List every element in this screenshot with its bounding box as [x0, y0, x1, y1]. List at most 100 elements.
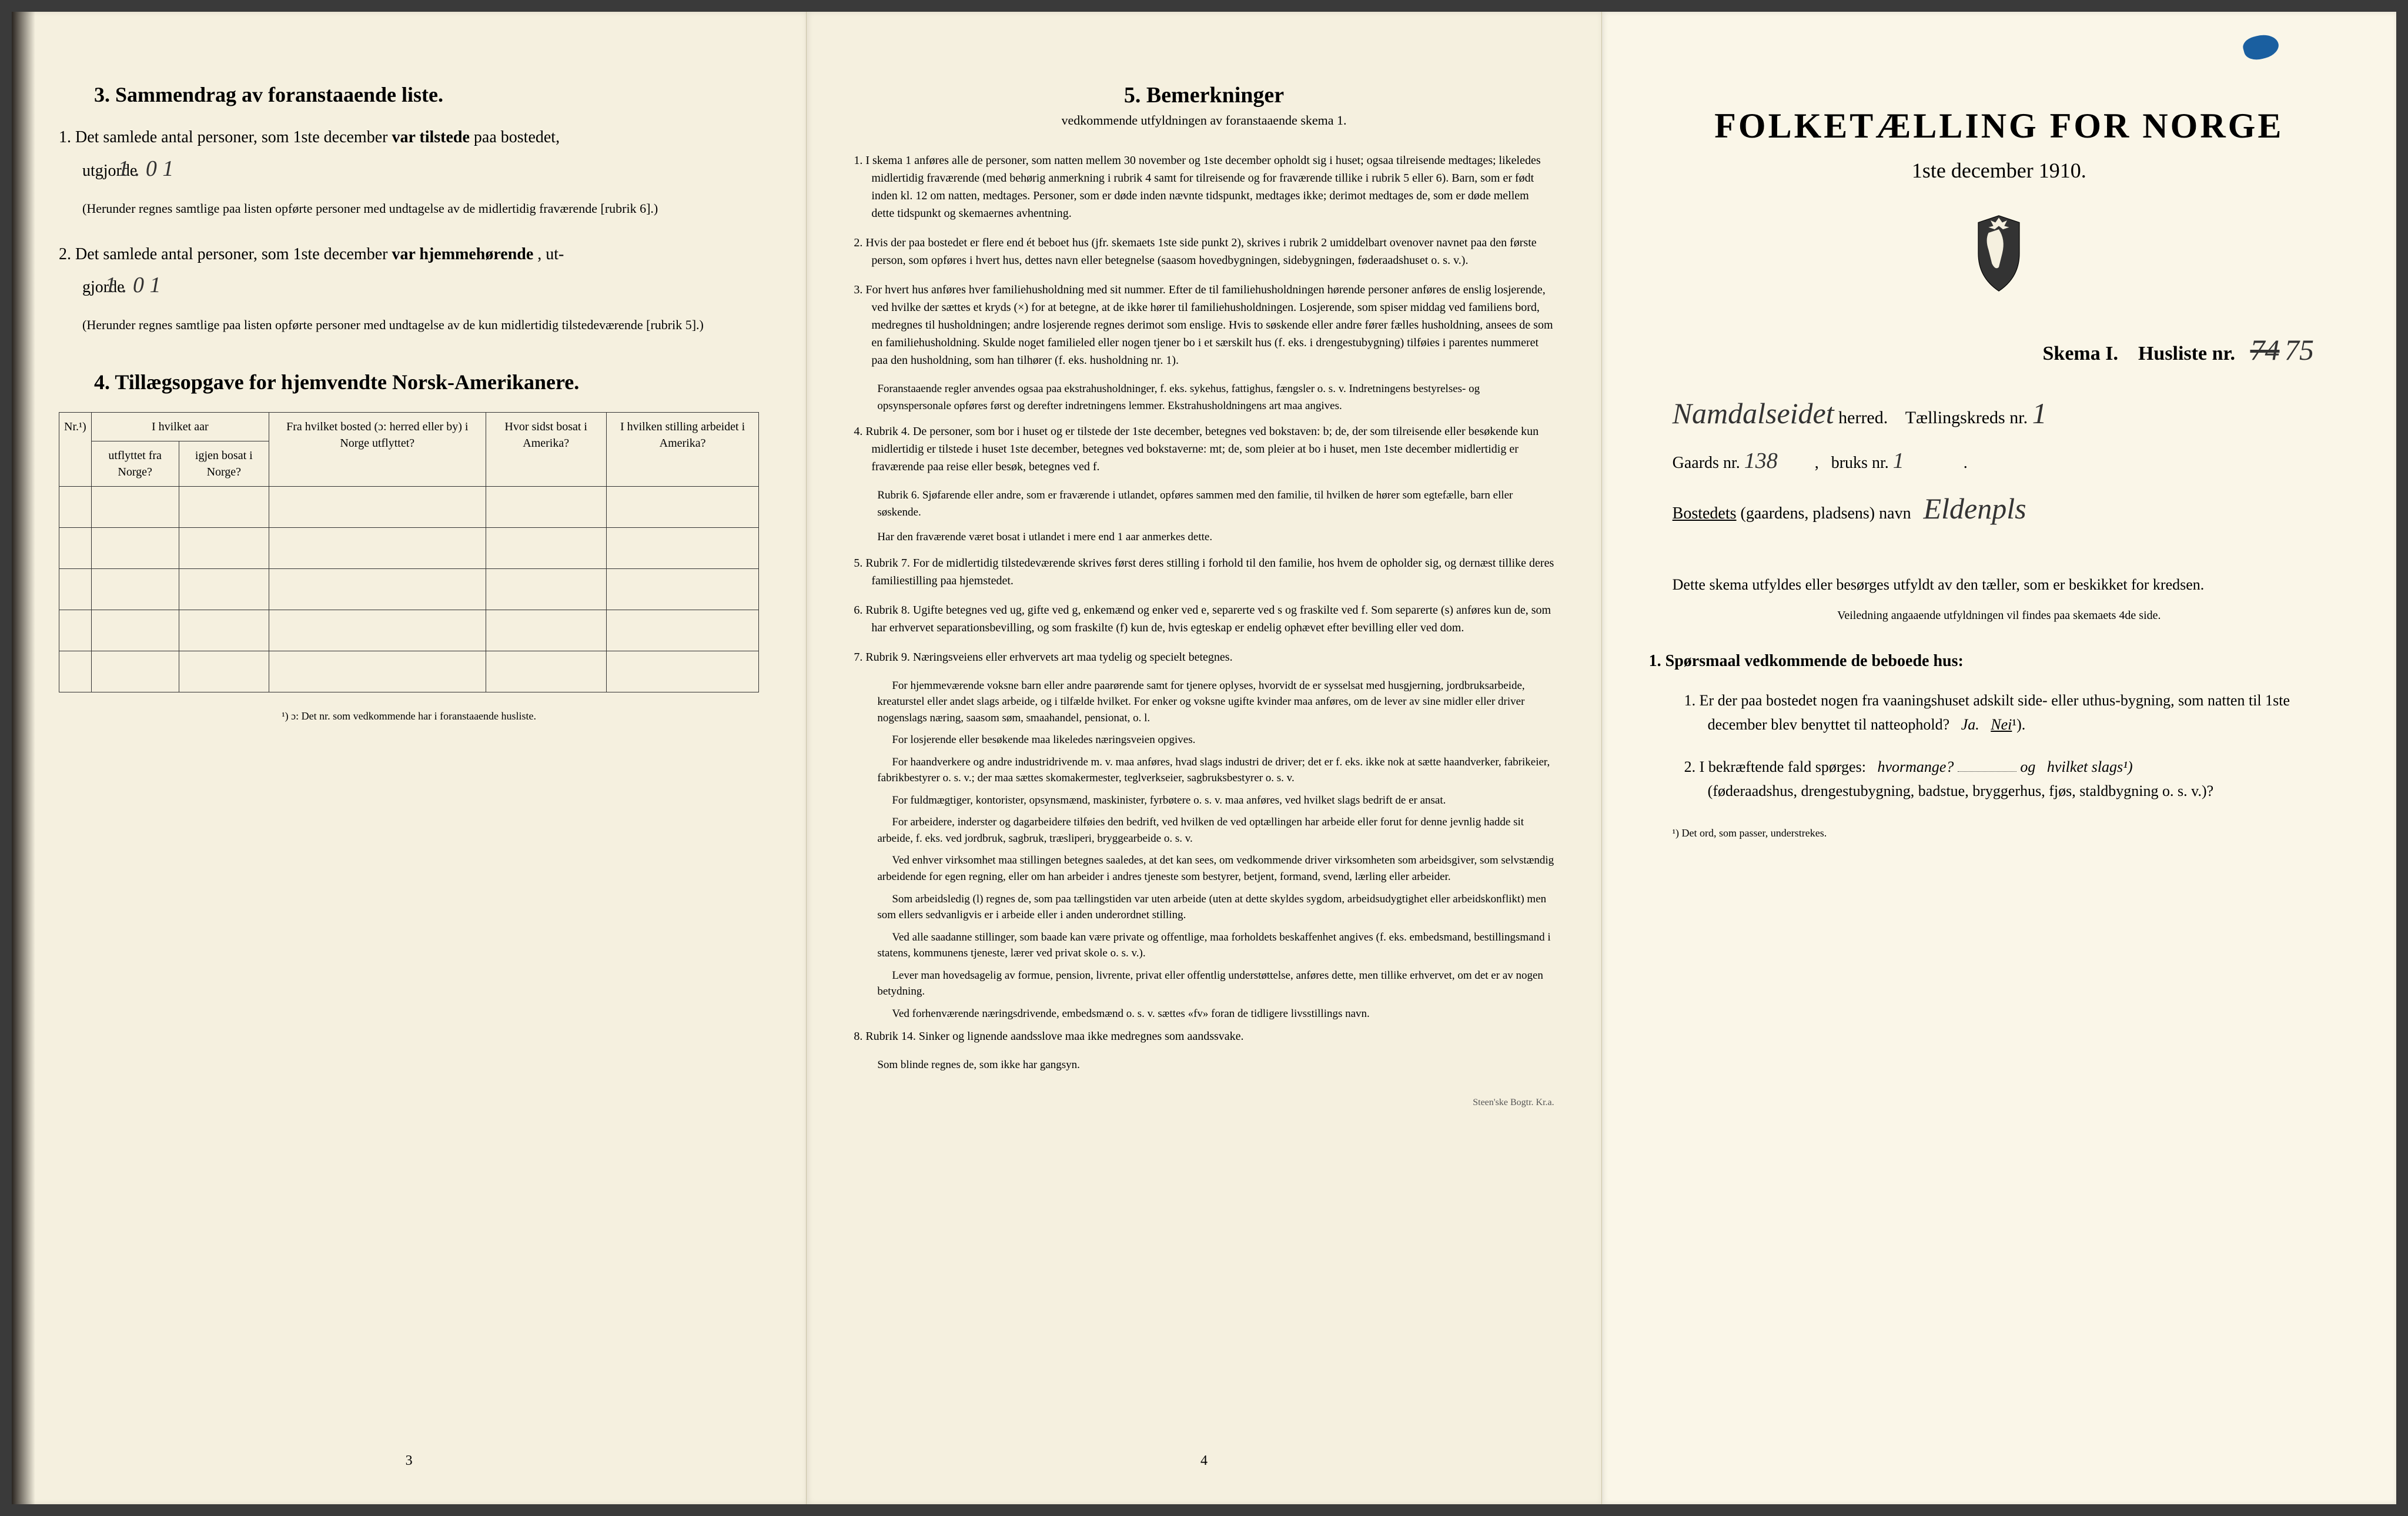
item-1-note: (Herunder regnes samtlige paa listen opf… — [82, 199, 759, 218]
item-1-prefix: 1. Det samlede antal personer, som 1ste … — [59, 128, 387, 146]
remark-para: For arbeidere, inderster og dagarbeidere… — [877, 814, 1554, 846]
q1-nei: Nei — [1991, 716, 2012, 733]
q1-ja: Ja. — [1961, 716, 1979, 733]
item-1-suffix: paa bostedet, — [474, 128, 560, 146]
bosted-label: Bostedets — [1673, 504, 1737, 523]
item-1-value: 1 . 0 1 — [141, 151, 212, 187]
section-5-title: 5. Bemerkninger — [854, 82, 1554, 108]
instructions: Dette skema utfyldes eller besørges utfy… — [1649, 573, 2349, 597]
remark-para: For losjerende eller besøkende maa likel… — [877, 732, 1554, 748]
americans-table: Nr.¹) I hvilket aar Fra hvilket bosted (… — [59, 412, 759, 692]
q1-sup: ¹). — [2012, 716, 2025, 733]
document-container: 3. Sammendrag av foranstaaende liste. 1.… — [12, 12, 2396, 1504]
table-header-returned: igjen bosat i Norge? — [179, 441, 269, 487]
q2-text: 2. I bekræftende fald spørges: — [1684, 758, 1866, 775]
schema-label: Skema I. — [2043, 343, 2118, 364]
ink-mark — [2241, 31, 2281, 63]
taellingskreds-value: 1 — [2032, 397, 2047, 430]
remark-item: 8. Rubrik 14. Sinker og lignende aandssl… — [854, 1028, 1554, 1045]
remark-para: For haandverkere og andre industridriven… — [877, 754, 1554, 787]
herred-line: Namdalseidet herred. Tællingskreds nr. 1 — [1649, 396, 2349, 430]
page-middle: 5. Bemerkninger vedkommende utfyldningen… — [807, 12, 1601, 1504]
item-2-bold: var hjemmehørende — [392, 245, 533, 263]
gaards-value: 138 — [1744, 448, 1815, 474]
page-left: 3. Sammendrag av foranstaaende liste. 1.… — [12, 12, 807, 1504]
table-header-from: Fra hvilket bosted (ɔ: herred eller by) … — [269, 413, 486, 487]
table-header-where: Hvor sidst bosat i Amerika? — [486, 413, 606, 487]
section-3-item-2: 2. Det samlede antal personer, som 1ste … — [59, 242, 759, 304]
gaards-label: Gaards nr. — [1673, 454, 1740, 472]
remark-sub: Foranstaaende regler anvendes ogsaa paa … — [877, 381, 1554, 414]
section-1-title: 1. Spørsmaal vedkommende de beboede hus: — [1649, 652, 2349, 671]
remark-item: 2. Hvis der paa bostedet er flere end ét… — [854, 234, 1554, 269]
item-2-prefix: 2. Det samlede antal personer, som 1ste … — [59, 245, 387, 263]
remark-sub: Som blinde regnes de, som ikke har gangs… — [877, 1057, 1554, 1074]
bosted-navn: navn — [1879, 504, 1911, 523]
item-1-bold: var tilstede — [392, 128, 469, 146]
item-2-note: (Herunder regnes samtlige paa listen opf… — [82, 315, 759, 334]
remark-para: For hjemmeværende voksne barn eller andr… — [877, 678, 1554, 727]
remark-para: Som arbeidsledig (l) regnes de, som paa … — [877, 891, 1554, 923]
husliste-label: Husliste nr. — [2138, 343, 2235, 364]
q2-og: og — [2020, 758, 2035, 775]
census-title: FOLKETÆLLING FOR NORGE — [1649, 106, 2349, 146]
q2-blank — [1958, 771, 2016, 772]
table-row — [59, 569, 759, 610]
gaards-line: Gaards nr. 138, bruks nr. 1. — [1649, 448, 2349, 474]
section-5-subtitle: vedkommende utfyldningen av foranstaaend… — [854, 113, 1554, 128]
page-number-left: 3 — [406, 1453, 413, 1469]
remark-sub: Har den fraværende været bosat i utlande… — [877, 529, 1554, 546]
husliste-value: 75 — [2285, 333, 2314, 366]
section-4-footnote: ¹) ɔ: Det nr. som vedkommende har i fora… — [59, 710, 759, 722]
section-4: 4. Tillægsopgave for hjemvendte Norsk-Am… — [59, 370, 759, 722]
page-number-middle: 4 — [1200, 1453, 1208, 1469]
footnote-right: ¹) Det ord, som passer, understrekes. — [1649, 827, 2349, 839]
table-header-emigrated: utflyttet fra Norge? — [91, 441, 179, 487]
remark-para: Ved alle saadanne stillinger, som baade … — [877, 929, 1554, 962]
table-row — [59, 610, 759, 651]
instructions-small: Veiledning angaaende utfyldningen vil fi… — [1649, 609, 2349, 623]
taellingskreds-label: Tællingskreds nr. — [1905, 408, 2028, 427]
q1-text: 1. Er der paa bostedet nogen fra vaaning… — [1684, 692, 2290, 734]
item-2-value: 1 . 0 1 — [129, 267, 199, 303]
shield-icon — [1964, 212, 2034, 295]
page-right: FOLKETÆLLING FOR NORGE 1ste december 191… — [1602, 12, 2396, 1504]
section-4-title: 4. Tillægsopgave for hjemvendte Norsk-Am… — [59, 370, 759, 394]
coat-of-arms — [1649, 212, 2349, 297]
question-1: 1. Er der paa bostedet nogen fra vaaning… — [1684, 688, 2349, 737]
q2-paren: (føderaadshus, drengestubygning, badstue… — [1708, 782, 2214, 799]
table-header-nr: Nr.¹) — [59, 413, 92, 487]
schema-line: Skema I. Husliste nr. 74 75 — [1649, 333, 2349, 367]
bruks-label: bruks nr. — [1831, 454, 1889, 472]
table-header-year: I hvilket aar — [91, 413, 269, 441]
question-2: 2. I bekræftende fald spørges: hvormange… — [1684, 755, 2349, 804]
section-3-title: 3. Sammendrag av foranstaaende liste. — [59, 82, 759, 107]
remarks-content: 1. I skema 1 anføres alle de personer, s… — [854, 152, 1554, 1074]
husliste-struck: 74 — [2250, 333, 2279, 366]
table-row — [59, 487, 759, 528]
printer-mark: Steen'ske Bogtr. Kr.a. — [854, 1097, 1554, 1108]
item-2-suffix: , ut- — [537, 245, 564, 263]
bosted-line: Bostedets (gaardens, pladsens) navn Elde… — [1649, 491, 2349, 526]
remark-para: Ved forhenværende næringsdrivende, embed… — [877, 1006, 1554, 1022]
table-header-position: I hvilken stilling arbeidet i Amerika? — [606, 413, 759, 487]
remark-item: 6. Rubrik 8. Ugifte betegnes ved ug, gif… — [854, 601, 1554, 637]
remark-para: Ved enhver virksomhet maa stillingen bet… — [877, 852, 1554, 885]
remark-para: Lever man hovedsagelig av formue, pensio… — [877, 968, 1554, 1000]
remark-para: For fuldmægtiger, kontorister, opsynsmæn… — [877, 792, 1554, 809]
q2-hvormange: hvormange? — [1877, 758, 1954, 775]
herred-label: herred. — [1838, 408, 1888, 427]
footnote-right-text: ¹) Det ord, som passer, understrekes. — [1673, 827, 1827, 839]
bruks-value: 1 — [1893, 448, 1964, 474]
remark-item: 4. Rubrik 4. De personer, som bor i huse… — [854, 423, 1554, 476]
q2-hvilket: hvilket slags¹) — [2047, 758, 2133, 775]
herred-name: Namdalseidet — [1673, 397, 1834, 430]
remark-item: 3. For hvert hus anføres hver familiehus… — [854, 281, 1554, 369]
table-body — [59, 487, 759, 692]
bosted-value: Eldenpls — [1924, 492, 2026, 525]
remark-sub: Rubrik 6. Sjøfarende eller andre, som er… — [877, 487, 1554, 521]
remark-item: 7. Rubrik 9. Næringsveiens eller erhverv… — [854, 648, 1554, 666]
table-row — [59, 528, 759, 569]
census-date: 1ste december 1910. — [1649, 158, 2349, 183]
remark-item: 5. Rubrik 7. For de midlertidig tilstede… — [854, 554, 1554, 590]
